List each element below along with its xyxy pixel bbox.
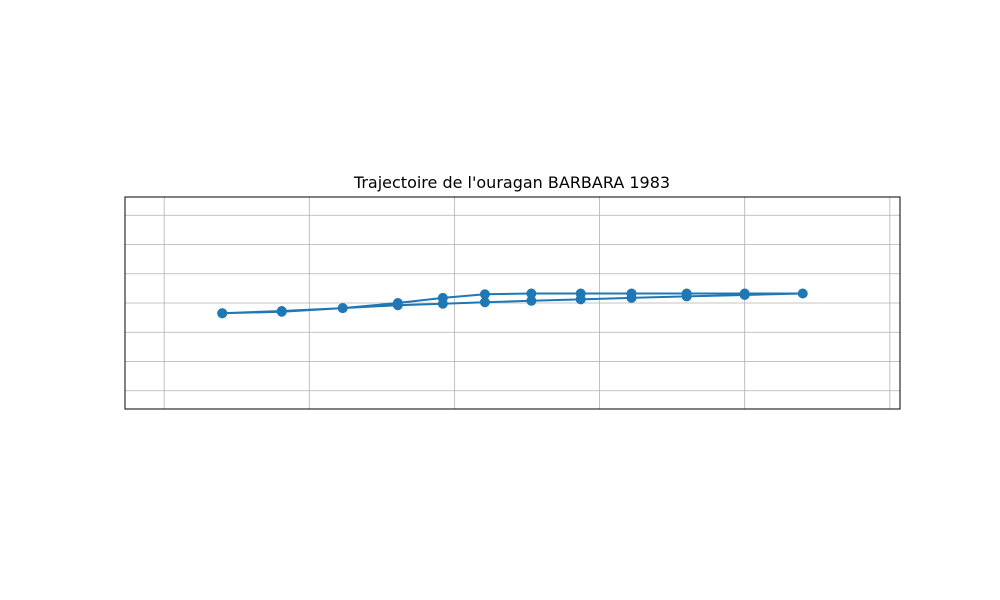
track-point bbox=[681, 291, 692, 302]
axes-frame bbox=[124, 196, 901, 410]
track-point bbox=[526, 295, 537, 306]
track-point bbox=[626, 292, 637, 303]
track-point bbox=[797, 288, 808, 299]
track-point bbox=[217, 308, 228, 319]
track-point bbox=[337, 303, 348, 314]
chart-title: Trajectoire de l'ouragan BARBARA 1983 bbox=[353, 173, 670, 192]
track-point bbox=[479, 289, 490, 300]
track-point bbox=[526, 288, 537, 299]
track-point bbox=[479, 297, 490, 308]
track-point bbox=[739, 289, 750, 300]
track-point bbox=[392, 300, 403, 311]
track-point bbox=[437, 298, 448, 309]
track-point bbox=[575, 294, 586, 305]
track-point bbox=[276, 306, 287, 317]
plot-area bbox=[124, 196, 901, 410]
